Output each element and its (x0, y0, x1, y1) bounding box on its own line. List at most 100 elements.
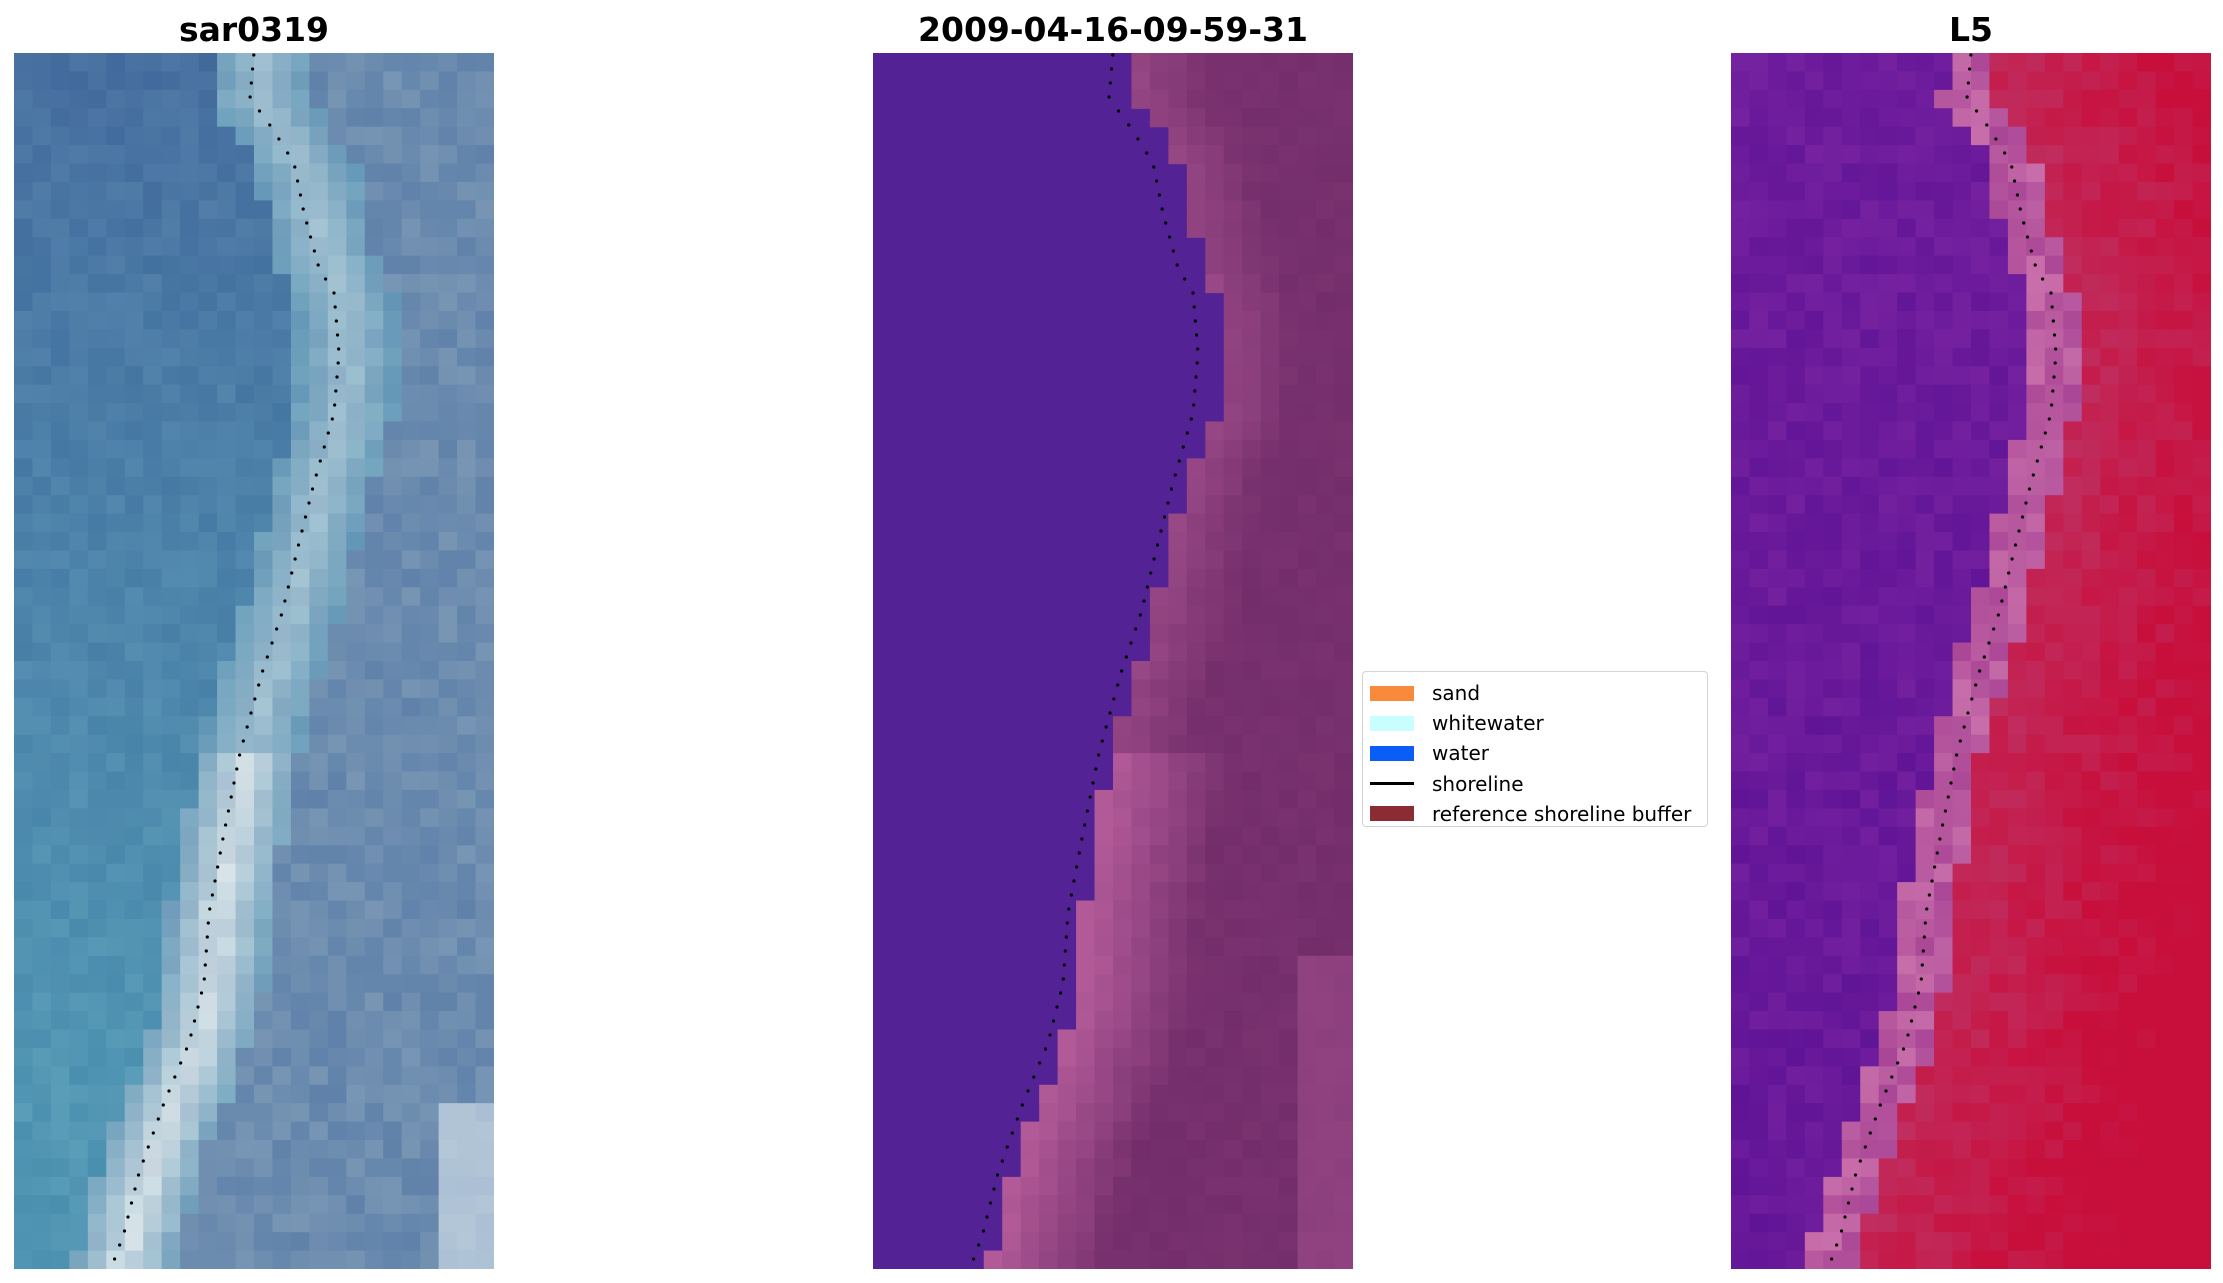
shoreline-dot (286, 151, 290, 155)
shoreline-dot (1152, 557, 1156, 561)
shoreline-dot (1966, 81, 1970, 85)
shoreline-dot (336, 361, 340, 365)
shoreline-dot (326, 431, 330, 435)
shoreline-dot (1107, 95, 1111, 99)
shoreline-dot (1952, 767, 1956, 771)
shoreline-dot (1193, 389, 1197, 393)
shoreline-dot (981, 1229, 986, 1233)
shoreline-dot (2051, 389, 2055, 393)
shoreline-dot (2013, 543, 2018, 547)
shoreline-dot (1077, 851, 1081, 855)
shoreline-dot (977, 1243, 981, 1247)
shoreline-dot (312, 249, 316, 253)
shoreline-dot (1191, 291, 1195, 295)
shoreline-dot (205, 935, 209, 939)
shoreline-dot (1083, 823, 1087, 827)
shoreline-dot (1906, 1033, 1910, 1037)
shoreline-dot (1194, 375, 1198, 379)
legend-swatch-water (1370, 745, 1414, 761)
shoreline-dot (1193, 319, 1197, 323)
legend-item-whitewater: whitewater (1370, 708, 1707, 738)
index-panel (1731, 53, 2211, 1269)
shoreline-dot (335, 333, 340, 337)
shoreline-dot (1116, 109, 1121, 113)
legend-label-reference-shoreline-buffer: reference shoreline buffer (1432, 801, 1692, 826)
shoreline-dot (1192, 403, 1196, 407)
shoreline-dot (245, 725, 249, 729)
shoreline-dot (1173, 473, 1177, 477)
rgb-image-panel (14, 53, 494, 1269)
shoreline-dot (290, 571, 294, 575)
shoreline-dot (1145, 151, 1149, 155)
shoreline-dot (202, 977, 206, 981)
shoreline-dot (1097, 753, 1101, 757)
shoreline-dot (1970, 697, 1974, 701)
shoreline-dot (1120, 669, 1124, 673)
shoreline-dot (2041, 277, 2045, 281)
shoreline-dot (972, 1257, 976, 1261)
shoreline-dot (305, 221, 309, 225)
shoreline-dot (1108, 711, 1112, 715)
shoreline-dot (1913, 1005, 1917, 1009)
shoreline-dot (293, 165, 297, 169)
shoreline-dot (2022, 221, 2026, 225)
shoreline-dot (322, 445, 326, 449)
shoreline-dot (2003, 151, 2007, 155)
shoreline-dot (2039, 445, 2043, 449)
shoreline-dot (2052, 333, 2057, 337)
shoreline-dot (1067, 907, 1071, 911)
shoreline-dot (1843, 1215, 1847, 1219)
shoreline-dots (113, 53, 341, 1261)
shoreline-dot (1116, 683, 1120, 687)
shoreline-dot (1846, 1201, 1851, 1205)
shoreline-dot (2050, 305, 2054, 309)
shoreline-dot (270, 641, 274, 645)
shoreline-dot (2024, 501, 2028, 505)
shoreline-dot (1884, 1089, 1888, 1093)
shoreline-dot (136, 1173, 141, 1177)
shoreline-dot (1192, 305, 1196, 309)
shoreline-dot (1177, 459, 1181, 463)
shoreline-dot (1129, 641, 1133, 645)
shoreline-dot (226, 809, 230, 813)
shoreline-dot (1890, 1075, 1894, 1079)
shoreline-dot (301, 207, 305, 211)
shoreline-dot (2027, 487, 2032, 491)
shoreline-dot (1063, 949, 1067, 953)
shoreline-dot (1868, 1131, 1872, 1135)
shoreline-dot (2003, 585, 2007, 589)
shoreline-dot (1155, 179, 1159, 183)
shoreline-dot (334, 389, 338, 393)
shoreline-dot (1949, 781, 1953, 785)
panel-title-rgb: sar0319 (178, 10, 330, 49)
shoreline-dot (1974, 683, 1978, 687)
shoreline-dot (1000, 1159, 1004, 1163)
shoreline-dot (1985, 123, 1989, 127)
legend-item-reference-shoreline-buffer: reference shoreline buffer (1370, 799, 1707, 829)
classified-image (873, 53, 1353, 1269)
shoreline-dot (265, 655, 269, 659)
shoreline-dot (1965, 95, 1969, 99)
shoreline-dot (257, 109, 262, 113)
shoreline-dot (1966, 711, 1970, 715)
legend-swatch-sand (1370, 685, 1414, 701)
panel-title-classification: 2009-04-16-09-59-31 (918, 10, 1308, 49)
shoreline-dot (1920, 963, 1924, 967)
shoreline-dot (1138, 613, 1142, 617)
shoreline-dot (1996, 613, 2000, 617)
shoreline-dot (1927, 893, 1931, 897)
shoreline-dot (141, 1159, 145, 1163)
shoreline-dot (1065, 921, 1069, 925)
shoreline-dot (1072, 879, 1076, 883)
shoreline-dot (1921, 949, 1925, 953)
shoreline-dot (1085, 809, 1089, 813)
legend-line-shoreline (1370, 776, 1414, 791)
shoreline-dot (1958, 739, 1962, 743)
shoreline-dot (1062, 963, 1066, 967)
shoreline-dot (156, 1117, 160, 1121)
shoreline-dot (224, 823, 228, 827)
shoreline-dot (333, 305, 337, 309)
shoreline-dot (286, 585, 290, 589)
shoreline-dot (2053, 361, 2057, 365)
shoreline-dot (2025, 235, 2030, 239)
